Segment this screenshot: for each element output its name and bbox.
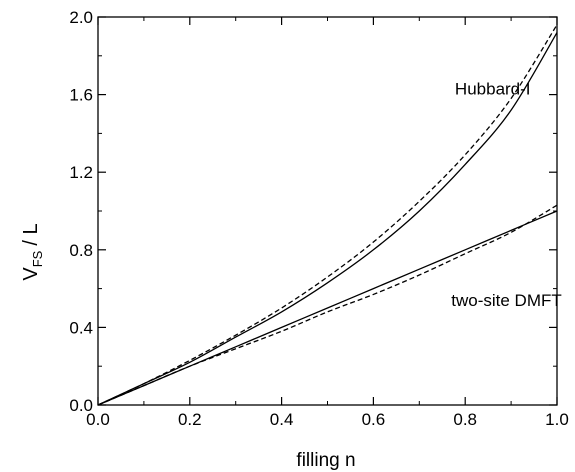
y-tick-label: 0.0 bbox=[69, 396, 93, 415]
annotation-label: two-site DMFT bbox=[451, 291, 562, 310]
series-line-3 bbox=[97, 210, 558, 406]
annotations: Hubbard-I two-site DMFT bbox=[451, 80, 562, 310]
y-tick-label: 0.4 bbox=[69, 318, 93, 337]
y-axis-title-tail: / L bbox=[20, 223, 42, 245]
y-tick-label: 0.8 bbox=[69, 241, 93, 260]
svg-text:VFS/ L: VFS / L bbox=[20, 223, 45, 280]
y-tick-label: 2.0 bbox=[69, 8, 93, 27]
series-line-1 bbox=[97, 32, 558, 406]
x-tick-label: 1.0 bbox=[545, 410, 569, 429]
y-axis-title-sub: FS bbox=[30, 250, 45, 267]
annotation-label: Hubbard-I bbox=[455, 80, 531, 99]
plot-frame bbox=[97, 16, 558, 406]
y-tick-label: 1.2 bbox=[69, 163, 93, 182]
y-tick-label: 1.6 bbox=[69, 86, 93, 105]
x-tick-label: 0.8 bbox=[453, 410, 477, 429]
series-line-2 bbox=[97, 24, 558, 406]
series-line-4 bbox=[97, 204, 558, 406]
plot-series bbox=[97, 24, 558, 406]
x-tick-label: 0.4 bbox=[270, 410, 294, 429]
x-tick-label: 0.2 bbox=[178, 410, 202, 429]
x-tick-label: 0.6 bbox=[362, 410, 386, 429]
axis-ticks: 0.0 0.2 0.4 0.6 0.8 1.0 0.0 0.4 0.8 1.2 1.6 2.0 bbox=[69, 8, 568, 429]
x-tick-label: 0.0 bbox=[86, 410, 110, 429]
y-axis-title: VFS / L bbox=[20, 223, 45, 280]
y-axis-title-main: V bbox=[20, 267, 42, 281]
x-axis-title: filling n bbox=[296, 450, 355, 471]
